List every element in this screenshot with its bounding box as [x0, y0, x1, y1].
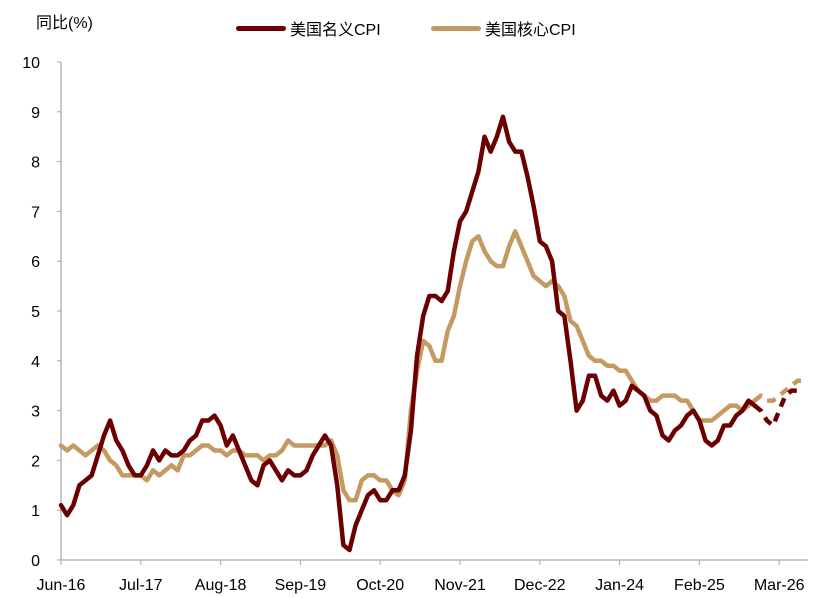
legend-item-headline-cpi: 美国名义CPI [236, 16, 381, 40]
legend-label-core: 美国核心CPI [485, 22, 576, 39]
x-tick-label: Oct-20 [356, 577, 404, 594]
y-tick-label: 2 [31, 453, 40, 470]
x-tick-label: Jul-17 [119, 577, 163, 594]
y-tick-label: 0 [31, 553, 40, 570]
legend-swatch-core [431, 25, 481, 31]
x-tick-label: Mar-26 [754, 577, 805, 594]
y-tick-label: 1 [31, 503, 40, 520]
x-tick-label: Dec-22 [514, 577, 566, 594]
x-tick-label: Feb-25 [674, 577, 725, 594]
legend-swatch-headline [236, 25, 286, 31]
y-tick-label: 9 [31, 105, 40, 122]
y-tick-label: 6 [31, 254, 40, 271]
x-tick-label: Jun-16 [37, 577, 86, 594]
y-tick-label: 5 [31, 304, 40, 321]
x-tick-label: Sep-19 [275, 577, 327, 594]
y-tick-label: 3 [31, 404, 40, 421]
y-tick-label: 10 [22, 55, 40, 72]
y-tick-label: 8 [31, 155, 40, 172]
legend-item-core-cpi: 美国核心CPI [431, 16, 576, 40]
series-line-headline-cpi [58, 114, 757, 553]
x-tick-label: Jan-24 [595, 577, 644, 594]
series-forecast-headline-cpi [753, 388, 804, 428]
series-forecast-core-cpi [753, 378, 804, 403]
y-tick-label: 4 [31, 354, 40, 371]
axes: 0 1 2 3 4 5 6 7 8 9 10 Jun-16 Jul-17 Aug-18 Sep-19 Oct-… [22, 55, 808, 594]
y-tick-label: 7 [31, 204, 40, 221]
x-tick-label: Aug-18 [195, 577, 247, 594]
x-tick-label: Nov-21 [434, 577, 486, 594]
series-lines [58, 114, 804, 553]
legend-label-headline: 美国名义CPI [290, 22, 381, 39]
y-axis-title: 同比(%) [36, 15, 93, 32]
